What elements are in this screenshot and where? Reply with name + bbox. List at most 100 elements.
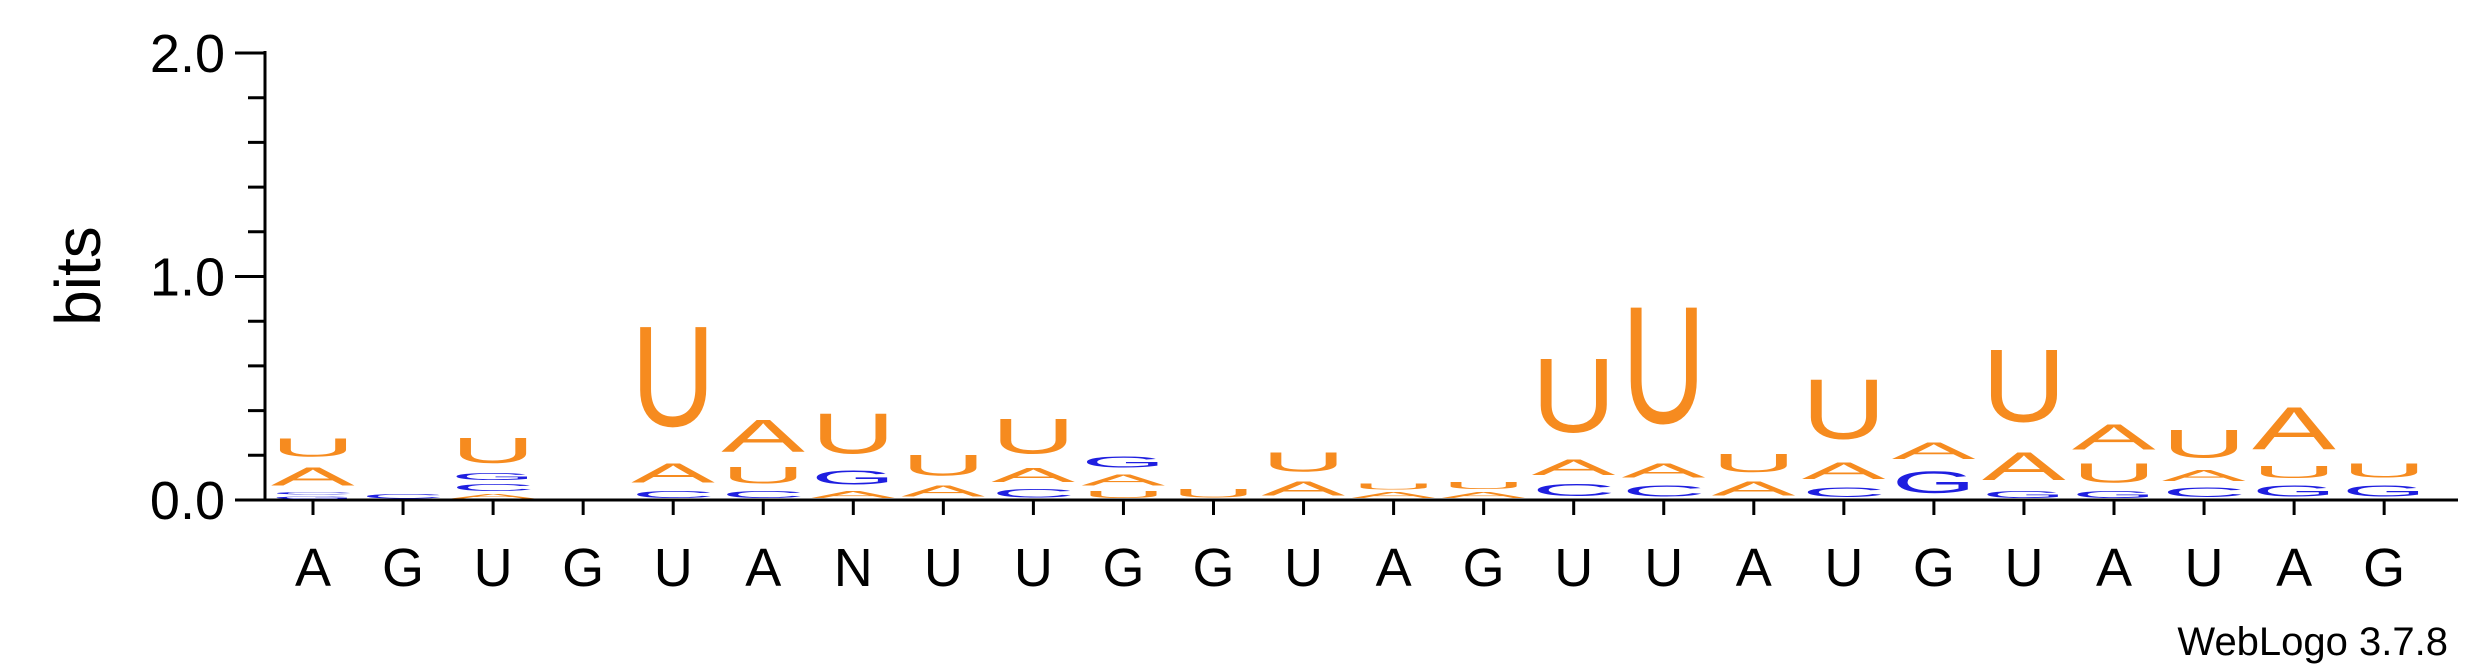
logo-glyph-G: G [811, 467, 895, 489]
x-tick-label: U [1644, 538, 1683, 598]
logo-glyph-G: G [2342, 482, 2426, 500]
logo-glyph-U: U [991, 408, 1075, 464]
x-tick-label: G [562, 538, 604, 598]
x-tick-label: A [295, 538, 331, 598]
logo-stack: CAU [1532, 336, 1616, 500]
x-tick-label: U [474, 538, 513, 598]
logo-stack: C [361, 493, 445, 500]
logo-glyph-U: U [1982, 328, 2066, 444]
logo-glyph-U: U [811, 402, 895, 466]
logo-glyph-A: A [1802, 458, 1887, 485]
logo-glyph-A: A [721, 411, 805, 462]
logo-glyph-U: U [901, 448, 985, 481]
logo-stack: U [1172, 487, 1256, 500]
logo-glyph-A: A [1622, 460, 1706, 482]
logo-glyph-U: U [2342, 460, 2426, 482]
logo-glyph-A: A [1892, 437, 1977, 464]
y-axis: 0.0 1.0 2.0 [150, 24, 267, 531]
logo-glyph-C: C [361, 493, 445, 500]
logo-stack: GA [1892, 437, 1977, 499]
y-tick-label: 2.0 [150, 24, 225, 84]
logo-stack: AU [1442, 480, 1527, 500]
logo-glyph-A: A [2162, 466, 2246, 484]
x-tick-label: A [2276, 538, 2312, 598]
logo-glyph-G: G [1892, 464, 1976, 500]
logo-stack: AU [1262, 446, 1346, 500]
logo-glyph-G: G [451, 471, 535, 482]
x-tick-label: G [1192, 538, 1234, 598]
x-tick-label: G [1913, 538, 1955, 598]
logo-glyph-U: U [271, 433, 355, 462]
logo-stack: CAU [1622, 271, 1706, 500]
logo-glyph-G: G [2252, 482, 2336, 500]
logo-stack: GU [2342, 460, 2426, 500]
logo-stack: AGU [811, 402, 896, 500]
logo-glyph-G: G [1982, 489, 2066, 500]
x-tick-label: A [1736, 538, 1772, 598]
logo-stack: CUA [721, 411, 805, 500]
logo-glyph-A: A [2252, 395, 2336, 462]
x-tick-label: U [1284, 538, 1323, 598]
logo-glyph-U: U [1442, 480, 1526, 491]
logo-glyph-C: C [1532, 480, 1616, 500]
logo-glyph-A: A [2072, 417, 2156, 457]
logo-glyph-A: A [1262, 478, 1346, 500]
logo-glyph-U: U [1352, 482, 1436, 491]
logo-glyph-C: C [1802, 484, 1886, 500]
logo-glyph-A: A [1442, 491, 1527, 500]
logo-glyph-U: U [1802, 361, 1886, 458]
logo-glyph-C: C [721, 489, 805, 500]
logo-glyph-A: A [1712, 478, 1796, 500]
logo-glyph-A: A [991, 464, 1075, 486]
x-tick-label: U [654, 538, 693, 598]
y-tick-label: 1.0 [150, 248, 225, 308]
logo-stack: GAU [1982, 328, 2066, 500]
logo-stack: AU [1712, 449, 1796, 501]
logo-glyph-G: G [271, 496, 355, 500]
logo-glyph-A: A [1352, 491, 1437, 500]
logo-glyph-G: G [2072, 489, 2156, 500]
y-axis-label: bits [42, 226, 114, 326]
logo-glyph-U: U [451, 431, 535, 471]
logo-glyph-U: U [721, 462, 805, 489]
x-tick-label: A [1376, 538, 1412, 598]
logo-glyph-U: U [1532, 336, 1616, 455]
x-tick-label: U [1014, 538, 1053, 598]
logo-glyph-U: U [2072, 457, 2156, 488]
logo-glyph-U: U [2162, 422, 2246, 467]
logo-glyph-A: A [901, 482, 985, 500]
logo-stack: CAU [1802, 361, 1887, 500]
logo-glyph-A: A [451, 493, 536, 500]
logo-glyph-U: U [1262, 446, 1346, 477]
logo-glyph-U: U [631, 296, 715, 456]
logo-glyph-U: U [1172, 487, 1256, 500]
x-tick-label: G [382, 538, 424, 598]
logo-stack: CAU [631, 296, 715, 500]
logo-glyph-C: C [2162, 484, 2246, 500]
logo-glyph-A: A [271, 462, 355, 491]
weblogo-version-footer: WebLogo 3.7.8 [2177, 620, 2448, 664]
logo-glyph-A: A [1982, 444, 2066, 489]
logo-glyph-A: A [1081, 471, 1165, 489]
x-tick-label: A [2096, 538, 2132, 598]
x-tick-label: U [2004, 538, 2043, 598]
logo-stack: GUA [2252, 395, 2336, 500]
logo-glyph-U: U [1712, 449, 1796, 478]
x-tick-label: U [924, 538, 963, 598]
logo-glyph-A: A [811, 489, 896, 500]
logo-stack: CAU [991, 408, 1075, 500]
logo-glyph-U: U [2252, 462, 2336, 482]
y-tick-label: 0.0 [150, 471, 225, 531]
x-tick-label: G [1463, 538, 1505, 598]
logo-stack: CAU [2162, 422, 2246, 500]
logo-glyph-U: U [1622, 271, 1706, 459]
x-tick-label: N [834, 538, 873, 598]
logo-glyph-A: A [631, 458, 715, 489]
x-tick-label: U [1824, 538, 1863, 598]
logo-glyph-C: C [631, 489, 715, 500]
logo-glyph-C: C [451, 482, 535, 493]
